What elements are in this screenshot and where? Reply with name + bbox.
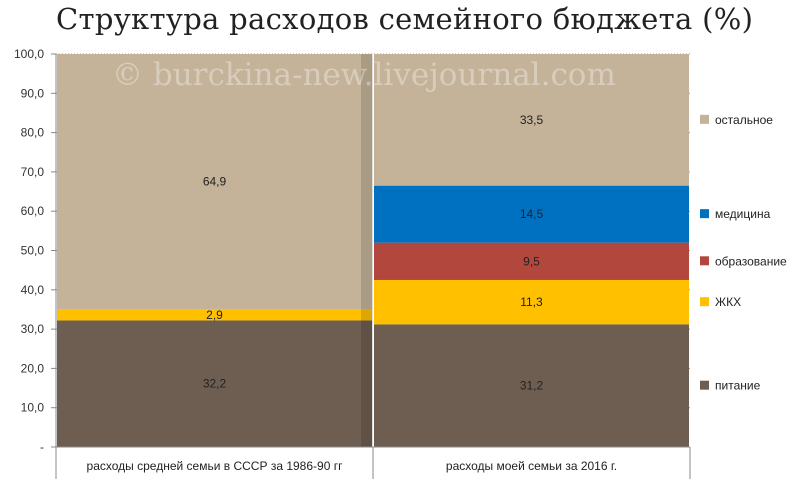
- data-label: 14,5: [520, 207, 544, 221]
- y-tick-label: -: [40, 440, 44, 454]
- legend-swatch: [700, 114, 709, 124]
- bars: [57, 54, 689, 447]
- x-category-label: расходы средней семьи в СССР за 1986-90 …: [87, 459, 344, 473]
- data-label: 33,5: [520, 113, 544, 127]
- bar-segment: [57, 54, 372, 310]
- y-tick-label: 50,0: [21, 244, 45, 258]
- legend-swatch: [700, 256, 709, 266]
- chart-title: Структура расходов семейного бюджета (%): [56, 2, 754, 36]
- y-tick-label: 80,0: [21, 126, 45, 140]
- legend-swatch: [700, 209, 709, 219]
- legend-label: медицина: [715, 207, 771, 221]
- bar-segment: [374, 324, 689, 447]
- y-tick-label: 30,0: [21, 322, 45, 336]
- bar-segment: [57, 309, 372, 321]
- data-label: 64,9: [203, 175, 227, 189]
- legend-label: образование: [715, 254, 787, 268]
- data-label: 31,2: [520, 379, 544, 393]
- bar-segment: [374, 185, 689, 243]
- y-tick-label: 20,0: [21, 361, 45, 375]
- data-label: 32,2: [203, 377, 227, 391]
- bar-segment: [57, 320, 372, 447]
- data-labels: 32,2 2,9 64,9 31,2 11,3 9,5 14,5 33,5: [203, 113, 544, 393]
- axes: - 10,0 20,0 30,0 40,0 50,0 60,0 70,0 80,0 90,0 100…: [14, 47, 691, 479]
- y-tick-label: 100,0: [14, 47, 44, 61]
- data-label: 2,9: [206, 308, 223, 322]
- data-label: 11,3: [520, 295, 543, 309]
- bar-segment: [374, 279, 689, 325]
- legend: питание ЖКХ образование медицина остальное: [700, 113, 787, 393]
- x-category-label: расходы моей семьи за 2016 г.: [446, 459, 617, 473]
- bar-segment: [374, 242, 689, 280]
- y-tick-label: 90,0: [21, 86, 45, 100]
- y-tick-label: 10,0: [21, 401, 45, 415]
- bar-edge-shadow: [361, 54, 373, 447]
- data-label: 9,5: [523, 254, 540, 268]
- legend-swatch: [700, 297, 709, 307]
- legend-swatch: [700, 380, 709, 390]
- legend-label: питание: [715, 379, 761, 393]
- y-tick-label: 70,0: [21, 165, 45, 179]
- legend-label: остальное: [715, 113, 773, 127]
- bar-segment: [374, 54, 689, 186]
- y-tick-label: 60,0: [21, 204, 45, 218]
- legend-label: ЖКХ: [715, 295, 741, 309]
- y-tick-label: 40,0: [21, 283, 45, 297]
- watermark-text: © burckina-new.livejournal.com: [112, 57, 616, 93]
